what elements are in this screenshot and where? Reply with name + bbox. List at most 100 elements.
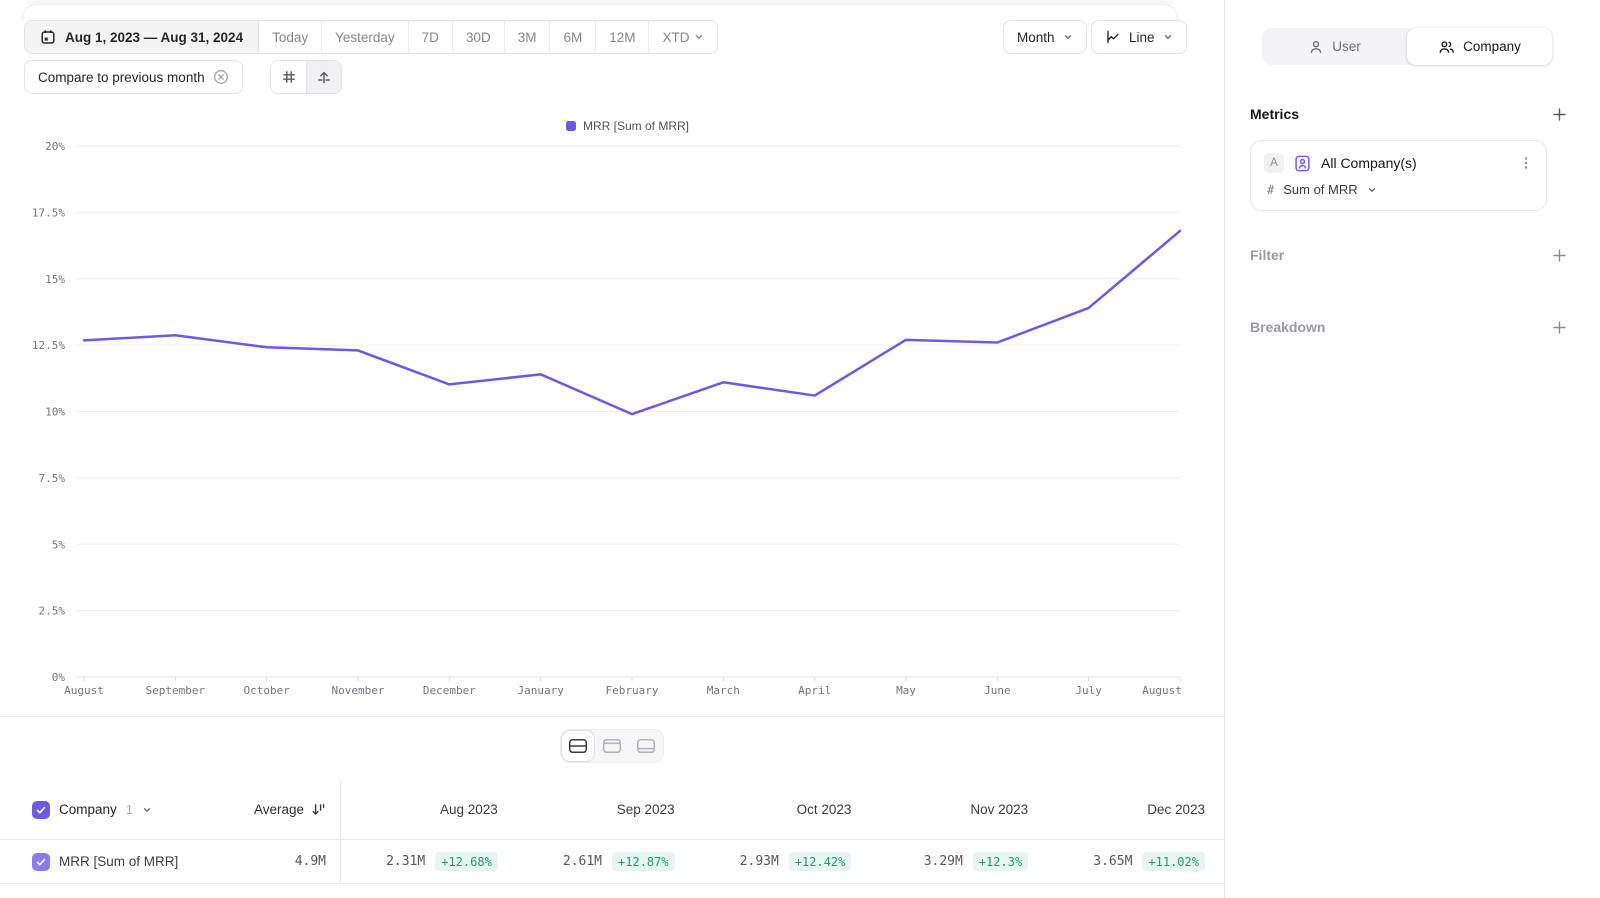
y-axis-label: 2.5%	[39, 605, 66, 618]
top-panel-icon	[602, 738, 622, 754]
x-axis-label: May	[896, 684, 916, 697]
x-axis-label: August	[1142, 684, 1182, 697]
column-header[interactable]: Oct 2023	[796, 802, 852, 817]
metric-card[interactable]: A All Company(s) # Sum of MRR	[1250, 140, 1547, 211]
line-chart-icon	[1107, 30, 1119, 44]
layout-bottom-panel-button[interactable]	[629, 730, 663, 762]
preset-12m[interactable]: 12M	[596, 21, 650, 53]
compare-pill[interactable]: Compare to previous month	[24, 60, 243, 94]
y-axis-label: 17.5%	[32, 206, 65, 219]
plus-icon	[1552, 107, 1566, 121]
legend-swatch	[565, 121, 576, 131]
goal-line-button[interactable]	[306, 61, 341, 93]
preset-30d[interactable]: 30D	[452, 21, 505, 53]
right-sidebar: User Company Metrics A All Company(s)	[1226, 0, 1600, 898]
metric-menu-button[interactable]	[1519, 155, 1533, 171]
preset-6m[interactable]: 6M	[550, 21, 597, 53]
calendar-icon	[41, 30, 55, 44]
sort-descending-icon	[312, 804, 325, 815]
toggle-user[interactable]: User	[1262, 28, 1407, 65]
preset-7d[interactable]: 7D	[408, 21, 453, 53]
column-header[interactable]: Sep 2023	[616, 802, 675, 817]
company-users-icon	[1439, 40, 1455, 53]
plus-icon	[1552, 320, 1566, 334]
entity-toggle: User Company	[1262, 28, 1552, 65]
toggle-company[interactable]: Company	[1407, 28, 1552, 65]
x-axis-label: July	[1075, 684, 1102, 697]
chevron-down-icon	[1064, 35, 1071, 40]
cell-aug-2023: 2.31M +12.68%	[341, 852, 518, 871]
x-axis-label: February	[606, 684, 659, 697]
mrr-line-chart: 0% 2.5% 5% 7.5% 10% 12.5% 15% 17.5% 20% August Sep…	[32, 140, 1182, 697]
legend-label: MRR [Sum of MRR]	[582, 119, 689, 133]
granularity-dropdown[interactable]: Month	[1003, 20, 1087, 54]
chevron-down-icon	[1368, 187, 1375, 192]
change-badge: +12.87%	[612, 852, 675, 871]
chevron-down-icon	[696, 35, 703, 40]
check-icon	[36, 806, 46, 814]
numeric-symbol: #	[1267, 182, 1275, 197]
preset-xtd-dropdown[interactable]: XTD	[649, 21, 718, 53]
group-by-label: Company	[59, 802, 117, 817]
column-header[interactable]: Dec 2023	[1147, 802, 1205, 817]
compare-label: Compare to previous month	[38, 69, 205, 85]
row-checkbox[interactable]	[32, 852, 50, 871]
add-breakdown-button[interactable]	[1550, 318, 1568, 336]
filter-title: Filter	[1250, 247, 1285, 263]
table-row: MRR [Sum of MRR] 4.9M 2.31M +12.68% 2.61…	[0, 840, 1225, 884]
group-count: 1	[125, 802, 134, 817]
main-panel: Aug 1, 2023 — Aug 31, 2024 Today Yesterd…	[0, 0, 1225, 898]
layout-split-view-button[interactable]	[561, 730, 595, 762]
table-header-row: Company 1 Average Aug 2023 Sep 2023 Oct …	[0, 780, 1225, 840]
x-axis-label: October	[243, 684, 290, 697]
average-sort-header[interactable]: Average	[254, 802, 326, 817]
y-axis-label: 0%	[52, 671, 66, 684]
remove-compare-icon[interactable]	[213, 69, 229, 85]
x-axis-label: June	[984, 684, 1011, 697]
y-axis-label: 10%	[45, 406, 65, 419]
layout-toggle	[560, 729, 664, 763]
x-axis-label: April	[798, 684, 831, 697]
date-range-label: Aug 1, 2023 — Aug 31, 2024	[65, 29, 244, 45]
column-header[interactable]: Nov 2023	[970, 802, 1029, 817]
x-axis-label: November	[332, 684, 385, 697]
aggregation-dropdown[interactable]: # Sum of MRR	[1264, 182, 1533, 197]
split-view-icon	[568, 738, 588, 754]
cell-sep-2023: 2.61M +12.87%	[518, 852, 695, 871]
company-badge-icon	[1295, 155, 1310, 171]
arrow-up-from-line-icon	[318, 71, 330, 84]
breakdown-title: Breakdown	[1250, 319, 1326, 335]
select-all-checkbox[interactable]	[32, 800, 50, 819]
x-axis-label: September	[146, 684, 206, 697]
chevron-down-icon	[1164, 35, 1171, 40]
chart-type-dropdown[interactable]: Line	[1091, 20, 1187, 54]
add-metric-button[interactable]	[1550, 105, 1568, 123]
average-value: 4.9M	[294, 854, 326, 869]
x-axis-label: December	[423, 684, 476, 697]
preset-yesterday[interactable]: Yesterday	[322, 21, 409, 53]
chevron-down-icon[interactable]	[142, 805, 152, 815]
plus-icon	[1552, 248, 1566, 262]
grid-toggle-button[interactable]	[271, 61, 306, 93]
x-axis-label: March	[707, 684, 740, 697]
results-table: Company 1 Average Aug 2023 Sep 2023 Oct …	[0, 780, 1225, 884]
check-icon	[36, 858, 46, 866]
chart-table-divider	[0, 716, 1225, 717]
y-axis-label: 15%	[45, 273, 65, 286]
add-filter-button[interactable]	[1550, 246, 1568, 264]
column-header[interactable]: Aug 2023	[439, 802, 498, 817]
x-axis-label: January	[517, 684, 564, 697]
date-range-button[interactable]: Aug 1, 2023 — Aug 31, 2024	[25, 21, 260, 53]
x-axis-label: August	[64, 684, 104, 697]
preset-3m[interactable]: 3M	[504, 21, 551, 53]
kebab-menu-icon	[1524, 157, 1528, 169]
bottom-panel-icon	[636, 738, 656, 754]
preset-today[interactable]: Today	[259, 21, 323, 53]
metric-title: All Company(s)	[1321, 155, 1417, 171]
metric-letter-badge: A	[1264, 153, 1284, 173]
chart-legend: MRR [Sum of MRR]	[75, 119, 1180, 133]
cell-dec-2023: 3.65M +11.02%	[1048, 852, 1225, 871]
cell-nov-2023: 3.29M +12.3%	[871, 852, 1048, 871]
layout-top-panel-button[interactable]	[595, 730, 629, 762]
chart-options-toggle	[270, 60, 342, 94]
